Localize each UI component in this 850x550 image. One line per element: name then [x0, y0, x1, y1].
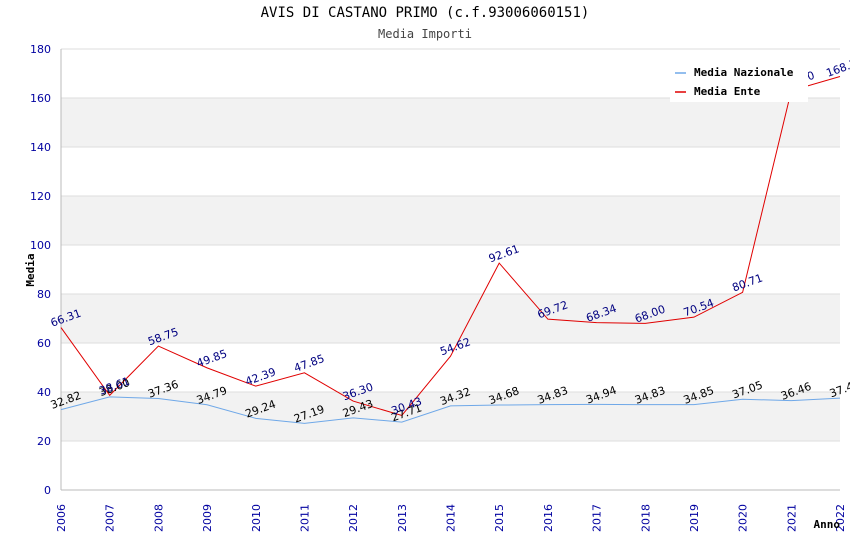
y-tick-label: 40 — [37, 386, 51, 399]
x-tick-label: 2006 — [55, 504, 68, 532]
legend-label-nazionale: Media Nazionale — [694, 66, 794, 79]
x-tick-label: 2007 — [104, 504, 117, 532]
chart-title: AVIS DI CASTANO PRIMO (c.f.93006060151) — [260, 5, 590, 21]
x-tick-label: 2020 — [737, 504, 750, 532]
x-tick-label: 2018 — [639, 504, 652, 532]
data-label-ente: 80.71 — [730, 271, 764, 294]
y-tick-label: 0 — [44, 484, 51, 497]
y-tick-label: 140 — [30, 141, 51, 154]
series-line-ente — [60, 75, 841, 417]
x-tick-label: 2017 — [591, 504, 604, 532]
y-axis-label: Media — [24, 253, 37, 286]
legend: Media Nazionale Media Ente — [670, 58, 808, 102]
x-tick-label: 2014 — [445, 504, 458, 532]
legend-label-ente: Media Ente — [694, 85, 761, 98]
data-label-ente: 168.79 — [824, 54, 850, 79]
x-tick-label: 2022 — [834, 504, 847, 532]
chart-subtitle: Media Importi — [378, 27, 472, 41]
x-tick-labels: 2006 2007 2008 2009 2010 2011 2012 2013 2014 2015… — [55, 504, 847, 532]
x-tick-label: 2009 — [201, 504, 214, 532]
data-label-ente: 92.61 — [487, 242, 521, 265]
series-lines — [60, 75, 841, 424]
y-tick-label: 160 — [30, 92, 51, 105]
grid-band — [61, 294, 840, 343]
y-tick-label: 180 — [30, 43, 51, 56]
x-tick-label: 2016 — [542, 504, 555, 532]
x-tick-label: 2013 — [396, 504, 409, 532]
x-tick-label: 2010 — [250, 504, 263, 532]
x-axis-label: Anno — [814, 518, 841, 531]
grid-band — [61, 98, 840, 147]
y-tick-label: 120 — [30, 190, 51, 203]
x-tick-label: 2021 — [785, 504, 798, 532]
y-tick-label: 60 — [37, 337, 51, 350]
y-tick-label: 80 — [37, 288, 51, 301]
grid-band — [61, 196, 840, 245]
data-label-ente: 49.85 — [195, 347, 229, 370]
x-tick-label: 2015 — [493, 504, 506, 532]
legend-box — [670, 58, 808, 102]
grid-band — [61, 392, 840, 441]
series-line-nazionale — [60, 396, 841, 424]
x-tick-label: 2012 — [347, 504, 360, 532]
grid-lines — [61, 48, 840, 491]
data-label-ente: 47.85 — [292, 352, 326, 375]
y-tick-label: 20 — [37, 435, 51, 448]
y-tick-label: 100 — [30, 239, 51, 252]
y-tick-labels: 0 20 40 60 80 100 120 140 160 180 — [30, 43, 51, 497]
axes — [60, 49, 840, 491]
x-tick-label: 2008 — [152, 504, 165, 532]
x-tick-label: 2011 — [298, 504, 311, 532]
x-tick-label: 2019 — [688, 504, 701, 532]
data-label-nazionale: 37.49 — [828, 377, 850, 400]
grid-bands — [61, 98, 840, 441]
